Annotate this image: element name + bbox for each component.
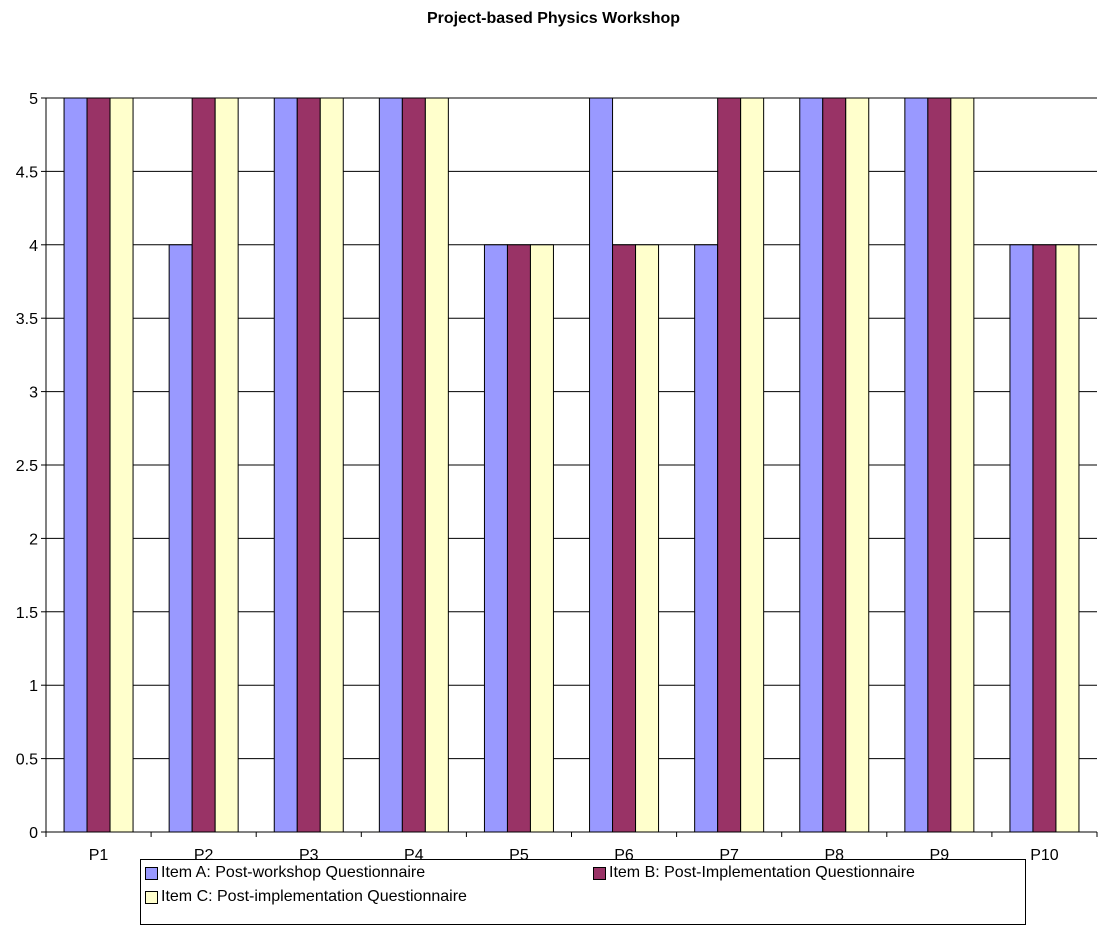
axes (41, 97, 1098, 837)
legend-swatch-c (145, 890, 158, 904)
bars (63, 97, 1080, 833)
bar (635, 244, 660, 833)
bar (717, 97, 742, 833)
chart-title: Project-based Physics Workshop (426, 10, 681, 27)
bar (296, 97, 321, 833)
legend-label-c: Item C: Post-implementation Questionnair… (161, 888, 467, 905)
y-tick-label: 5 (29, 91, 38, 108)
legend-item-c: Item C: Post-implementation Questionnair… (145, 888, 467, 906)
bar (1009, 244, 1034, 833)
y-tick-label: 2.5 (16, 458, 38, 475)
y-tick-label: 0.5 (16, 752, 38, 769)
bar (506, 244, 531, 833)
bar (694, 244, 719, 833)
legend: Item A: Post-workshop Questionnaire Item… (140, 859, 1026, 925)
y-tick-label: 4.5 (16, 164, 38, 181)
bar (529, 244, 554, 833)
bar (109, 97, 134, 833)
bar (589, 97, 614, 833)
bar (927, 97, 952, 833)
bar (904, 97, 929, 833)
legend-item-b: Item B: Post-Implementation Questionnair… (593, 864, 915, 882)
legend-label-a: Item A: Post-workshop Questionnaire (161, 864, 426, 881)
bar (86, 97, 111, 833)
bar (950, 97, 975, 833)
bar (378, 97, 403, 833)
legend-swatch-b (593, 866, 606, 880)
y-tick-labels: 0 0.5 1 1.5 2 2.5 3 3.5 4 4.5 5 (16, 91, 38, 842)
bar (1032, 244, 1057, 833)
y-tick-label: 3 (29, 385, 38, 402)
bar (845, 97, 870, 833)
y-tick-label: 2 (29, 531, 38, 548)
bar (612, 244, 637, 833)
y-tick-label: 1 (29, 678, 38, 695)
legend-label-b: Item B: Post-Implementation Questionnair… (609, 864, 915, 881)
bar (401, 97, 426, 833)
bar (740, 97, 765, 833)
y-tick-label: 3.5 (16, 311, 38, 328)
legend-swatch-a (145, 866, 158, 880)
bar (1055, 244, 1080, 833)
x-tick-label: P1 (89, 847, 109, 864)
bar (822, 97, 847, 833)
y-tick-label: 0 (29, 825, 38, 842)
y-tick-label: 1.5 (16, 605, 38, 622)
x-tick-label: P10 (1030, 847, 1059, 864)
bar (273, 97, 298, 833)
bar (424, 97, 449, 833)
bar (63, 97, 88, 833)
bar (168, 244, 193, 833)
bar (799, 97, 824, 833)
y-tick-label: 4 (29, 238, 38, 255)
bar (214, 97, 239, 833)
bar (191, 97, 216, 833)
bar (319, 97, 344, 833)
bar (483, 244, 508, 833)
legend-item-a: Item A: Post-workshop Questionnaire (145, 864, 425, 882)
